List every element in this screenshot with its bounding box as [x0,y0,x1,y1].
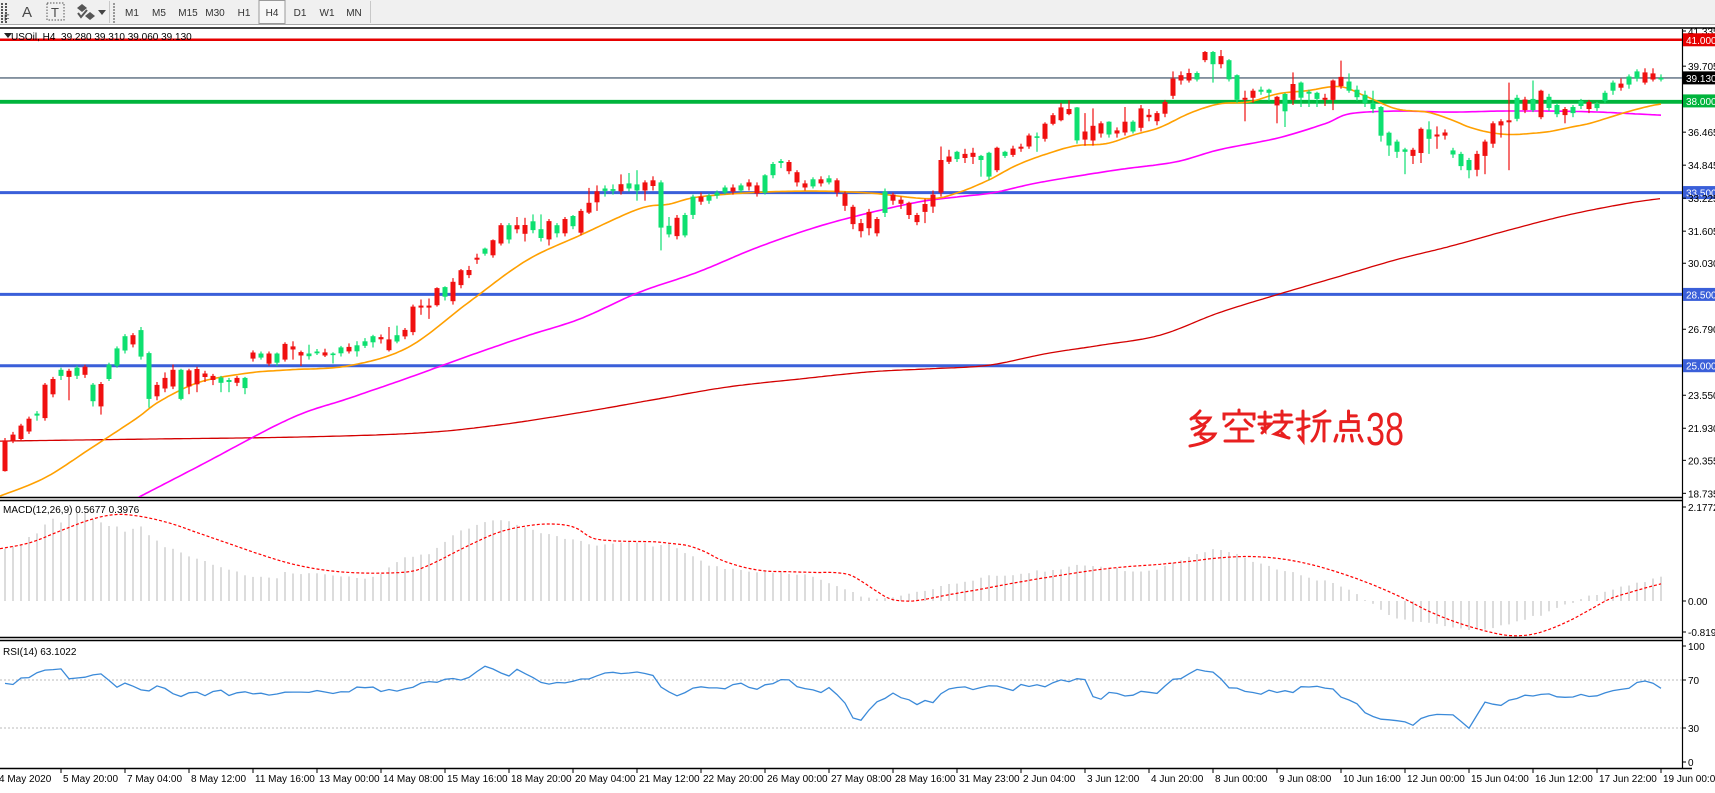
svg-text:11 May 16:00: 11 May 16:00 [255,774,315,785]
svg-text:4 May 2020: 4 May 2020 [0,774,52,785]
svg-text:15 May 16:00: 15 May 16:00 [447,774,508,785]
svg-text:28 May 16:00: 28 May 16:00 [895,774,956,785]
svg-text:9 Jun 08:00: 9 Jun 08:00 [1279,774,1332,785]
svg-text:18.735: 18.735 [1688,489,1715,500]
svg-text:17 Jun 22:00: 17 Jun 22:00 [1599,774,1657,785]
svg-text:41.335: 41.335 [1688,27,1715,38]
svg-text:22 May 20:00: 22 May 20:00 [703,774,764,785]
svg-text:4 Jun 20:00: 4 Jun 20:00 [1151,774,1204,785]
svg-text:A: A [22,4,32,21]
svg-text:16 Jun 12:00: 16 Jun 12:00 [1535,774,1593,785]
svg-text:70: 70 [1688,676,1700,687]
svg-text:31.605: 31.605 [1688,227,1715,238]
svg-text:5 May 20:00: 5 May 20:00 [63,774,118,785]
svg-text:2 Jun 04:00: 2 Jun 04:00 [1023,774,1076,785]
svg-text:28.500: 28.500 [1686,290,1715,301]
svg-text:33.500: 33.500 [1686,189,1715,200]
svg-text:31 May 23:00: 31 May 23:00 [959,774,1020,785]
svg-text:18 May 20:00: 18 May 20:00 [511,774,572,785]
svg-text:13 May 00:00: 13 May 00:00 [319,774,380,785]
svg-text:19 Jun 00:00: 19 Jun 00:00 [1663,774,1715,785]
svg-text:39.705: 39.705 [1688,62,1715,73]
svg-text:33.225: 33.225 [1688,194,1715,205]
svg-text:M30: M30 [205,8,225,19]
svg-text:39.130: 39.130 [1686,74,1715,85]
svg-text:30.030: 30.030 [1688,259,1715,270]
svg-text:8 Jun 00:00: 8 Jun 00:00 [1215,774,1268,785]
svg-text:M5: M5 [152,8,166,19]
svg-text:T: T [51,5,59,20]
svg-text:27 May 08:00: 27 May 08:00 [831,774,892,785]
svg-text:23.550: 23.550 [1688,391,1715,402]
svg-text:100: 100 [1688,642,1705,653]
svg-text:M1: M1 [125,8,139,19]
svg-text:USOil, H4 39.280 39.310 39.06: USOil, H4 39.280 39.310 39.060 39.130 [11,32,192,43]
svg-text:2.1772: 2.1772 [1688,503,1715,514]
svg-text:12 Jun 00:00: 12 Jun 00:00 [1407,774,1465,785]
svg-text:0: 0 [1688,758,1694,769]
svg-text:21.930: 21.930 [1688,424,1715,435]
svg-text:7 May 04:00: 7 May 04:00 [127,774,182,785]
svg-text:H4: H4 [266,8,279,19]
svg-text:38.000: 38.000 [1686,97,1715,108]
svg-text:MACD(12,26,9) 0.5677 0.3976: MACD(12,26,9) 0.5677 0.3976 [3,505,140,516]
svg-text:21 May 12:00: 21 May 12:00 [639,774,700,785]
svg-text:-0.819: -0.819 [1688,628,1715,639]
svg-text:34.845: 34.845 [1688,161,1715,172]
svg-text:41.000: 41.000 [1686,36,1715,47]
svg-text:26.790: 26.790 [1688,325,1715,336]
svg-text:25.000: 25.000 [1686,362,1715,373]
svg-text:26 May 00:00: 26 May 00:00 [767,774,828,785]
svg-text:20.355: 20.355 [1688,456,1715,467]
svg-text:8 May 12:00: 8 May 12:00 [191,774,246,785]
svg-text:14 May 08:00: 14 May 08:00 [383,774,444,785]
svg-text:M15: M15 [178,8,198,19]
svg-text:3 Jun 12:00: 3 Jun 12:00 [1087,774,1140,785]
svg-text:20 May 04:00: 20 May 04:00 [575,774,636,785]
svg-text:38: 38 [1366,403,1404,455]
svg-text:30: 30 [1688,724,1700,735]
svg-text:RSI(14) 63.1022: RSI(14) 63.1022 [3,647,77,658]
svg-text:MN: MN [346,8,362,19]
svg-text:D1: D1 [294,8,307,19]
svg-text:36.465: 36.465 [1688,128,1715,139]
svg-text:15 Jun 04:00: 15 Jun 04:00 [1471,774,1529,785]
svg-text:W1: W1 [320,8,335,19]
svg-text:H1: H1 [238,8,251,19]
svg-text:F: F [4,13,10,23]
svg-text:0.00: 0.00 [1688,597,1708,608]
svg-text:10 Jun 16:00: 10 Jun 16:00 [1343,774,1401,785]
